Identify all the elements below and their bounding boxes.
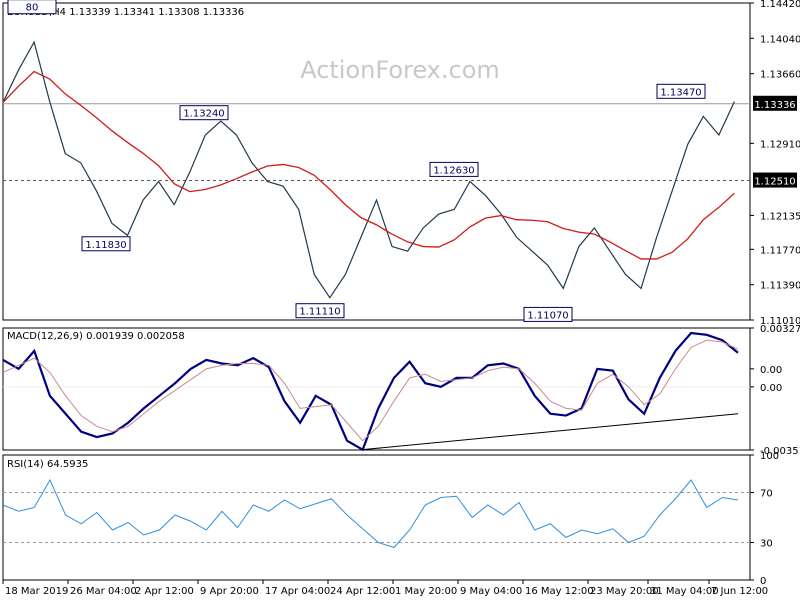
rsi-y-tick-label: 100 [760,451,779,462]
x-axis: 18 Mar 2019 26 Mar 04:002 Apr 12:00 9 Apr … [2,580,768,597]
x-tick-label: 18 Mar 2019 [5,586,68,597]
macd-y-tick-label: 0.00 [760,365,782,376]
annotation-box [81,236,131,252]
annotation-label: 1.13470 [660,87,701,98]
x-tick-label: 9 May 04:00 [460,586,522,597]
macd-y-tick-label: 0.003278 [760,324,800,335]
x-tick-label: 17 Apr 04:00 [265,586,330,597]
x-tick-label: 24 Apr 12:00 [330,586,395,597]
annotation-box [7,0,57,15]
current-price-box [753,95,797,111]
main-y-tick-label: 1.12910 [760,139,800,150]
main-lines: 1.13336 1.12510 [2,40,797,299]
watermark: ActionForex.com [300,56,500,84]
annotation-label: 1.13240 [183,109,224,120]
macd-y-tick-label: 0.00 [760,383,782,394]
rsi-line [2,478,739,549]
rsi-panel: RSI(14) 64.5935 100 70 30 0 [2,451,779,587]
macd-title: MACD(12,26,9) 0.001939 0.002058 [7,331,185,342]
annotation-box [179,105,229,121]
main-y-tick-label: 1.11390 [760,281,800,292]
rsi-y-tick-label: 70 [760,489,773,500]
x-tick-label: 1 May 20:00 [395,586,457,597]
annotation-box [523,306,573,322]
support-level-box [753,172,797,188]
annotation-label: 1.11070 [527,310,568,321]
macd-y-tick-label: -0.003519 [760,446,800,457]
main-y-tick-label: 1.13660 [760,70,800,81]
macd-panel: MACD(12,26,9) 0.001939 0.002058 0.003278… [2,324,800,457]
main-axis: 1.14420 1.14040 1.13660 1.12910 1.12135 1.117… [750,0,800,327]
moving-average-line [2,70,735,260]
annotations: 80 1.13240 1.11830 1.11110 1.12630 1.11070 1.1… [7,0,706,322]
main-y-tick-label: 1.12135 [760,211,800,222]
main-title: EURUSD,H4 1.13339 1.13341 1.13308 1.1333… [7,7,244,18]
x-tick-label: 23 May 20:00 [590,586,659,597]
rsi-lines [2,478,750,549]
main-panel: ActionForex.com EURUSD,H4 1.13339 1.1334… [2,0,800,327]
annotation-box [295,303,345,319]
rsi-y-tick-label: 0 [760,576,766,587]
rsi-y-tick-label: 30 [760,539,773,550]
rsi-axis: 100 70 30 0 [750,451,779,587]
x-tick-label: 26 Mar 04:00 [70,586,137,597]
macd-line [2,331,739,452]
main-y-tick-label: 1.14040 [760,34,800,45]
x-tick-label: 9 Apr 20:00 [200,586,259,597]
x-tick-label: 16 May 12:00 [525,586,594,597]
macd-trendline [362,413,739,451]
x-tick-label: 31 May 04:00 [650,586,719,597]
annotation-label: 1.12630 [433,165,474,176]
macd-axis: 0.003278 0.00 0.00 -0.003519 [750,324,800,457]
main-y-tick-label: 1.11010 [760,316,800,327]
main-y-tick-label: 1.11770 [760,245,800,256]
annotation-label: 80 [26,3,39,14]
annotation-box [656,83,706,99]
annotation-box [429,161,479,177]
x-tick-label: 7 Jun 12:00 [711,586,768,597]
macd-signal-line [2,339,739,442]
annotation-label: 1.11830 [85,240,126,251]
price-series [2,40,735,299]
annotation-label: 1.11110 [299,307,340,318]
current-price-label: 1.13336 [754,100,795,111]
main-y-tick-label: 1.14420 [760,0,800,10]
x-tick-label: 2 Apr 12:00 [135,586,194,597]
rsi-title: RSI(14) 64.5935 [7,459,88,470]
support-level-label: 1.12510 [754,177,795,188]
macd-lines [2,331,750,452]
